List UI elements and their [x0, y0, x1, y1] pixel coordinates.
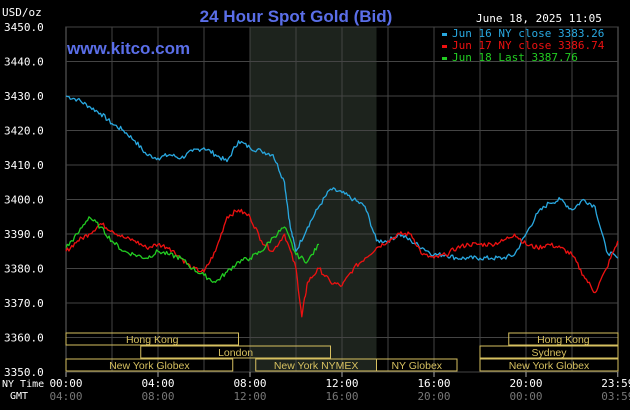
legend-swatch — [442, 33, 447, 36]
market-session-box — [65, 332, 239, 346]
market-session-box — [479, 358, 619, 372]
y-tick-label: 3450.0 — [4, 21, 44, 34]
series-line-1 — [65, 95, 619, 261]
market-session-label: New York NYMEX — [274, 360, 359, 372]
market-session-label: London — [218, 347, 253, 359]
market-session-label: New York Globex — [109, 360, 190, 372]
x-tick-label-gmt: 12:00 — [233, 390, 266, 403]
legend-entry: Jun 16 NY close 3383.26 — [452, 27, 604, 40]
market-session-label: NY Globex — [391, 360, 442, 372]
market-session-box — [376, 358, 458, 372]
x-tick-label-ny: 23:59 — [601, 377, 630, 390]
y-tick-label: 3400.0 — [4, 194, 44, 207]
x-tick-label-gmt: 04:00 — [49, 390, 82, 403]
x-tick-label-gmt: 08:00 — [141, 390, 174, 403]
series-line-2 — [65, 208, 619, 318]
y-tick-label: 3420.0 — [4, 125, 44, 138]
timestamp: June 18, 2025 11:05 — [476, 12, 602, 25]
y-tick-label: 3380.0 — [4, 263, 44, 276]
y-tick-label: 3370.0 — [4, 297, 44, 310]
x-tick-label-ny: 12:00 — [325, 377, 358, 390]
market-session-label: New York Globex — [509, 360, 590, 372]
x-tick-label-ny: 00:00 — [49, 377, 82, 390]
chart-title: 24 Hour Spot Gold (Bid) — [200, 7, 393, 26]
x-tick-label-gmt: 20:00 — [417, 390, 450, 403]
y-tick-label: 3440.0 — [4, 56, 44, 69]
site-url[interactable]: www.kitco.com — [66, 39, 190, 58]
x-axis-label-ny: NY Time — [2, 379, 44, 390]
x-tick-label-ny: 16:00 — [417, 377, 450, 390]
legend-swatch — [442, 45, 447, 48]
x-tick-label-gmt: 16:00 — [325, 390, 358, 403]
x-tick-label-ny: 04:00 — [141, 377, 174, 390]
x-tick-label-gmt: 00:00 — [509, 390, 542, 403]
market-session-label: Sydney — [531, 347, 567, 359]
x-tick-label-gmt: 03:59 — [601, 390, 630, 403]
market-session-box — [65, 358, 234, 372]
market-session-box — [479, 345, 619, 359]
y-axis-label: USD/oz — [2, 6, 42, 19]
market-session-box — [140, 345, 331, 359]
legend-entry: Jun 17 NY close 3386.74 — [452, 39, 605, 52]
y-tick-label: 3430.0 — [4, 90, 44, 103]
series-line-3 — [65, 216, 320, 283]
x-tick-label-ny: 20:00 — [509, 377, 542, 390]
market-session-label: Hong Kong — [537, 334, 590, 346]
y-tick-label: 3350.0 — [4, 366, 44, 379]
legend-entry: Jun 18 Last 3387.76 — [452, 51, 578, 64]
x-axis-label-gmt: GMT — [10, 391, 28, 402]
legend-swatch — [442, 57, 447, 60]
x-tick-label-ny: 08:00 — [233, 377, 266, 390]
market-session-label: Hong Kong — [126, 334, 179, 346]
market-session-box — [508, 332, 619, 346]
y-tick-label: 3410.0 — [4, 159, 44, 172]
y-tick-label: 3360.0 — [4, 332, 44, 345]
y-tick-label: 3390.0 — [4, 228, 44, 241]
